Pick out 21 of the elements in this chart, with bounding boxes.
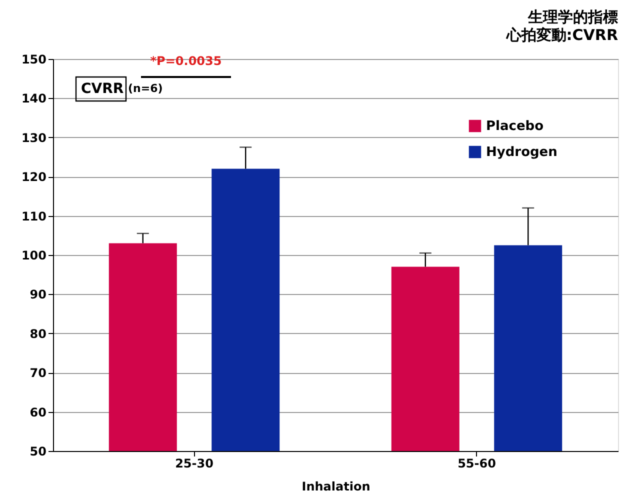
y-tick-label: 130 bbox=[21, 130, 46, 145]
legend-label: Placebo bbox=[486, 119, 544, 134]
x-tick-label: 55-60 bbox=[458, 456, 496, 470]
annotation: *P=0.0035 bbox=[150, 54, 222, 68]
y-tick-label: 150 bbox=[21, 52, 46, 66]
y-tick-label: 120 bbox=[21, 170, 46, 184]
x-tick-label: 25-30 bbox=[175, 456, 214, 470]
x-axis-title: Inhalation bbox=[302, 480, 370, 494]
y-tick-label: 140 bbox=[21, 92, 46, 106]
y-tick-label: 70 bbox=[30, 366, 46, 380]
y-tick-label: 50 bbox=[30, 444, 46, 458]
y-tick-label: 90 bbox=[30, 288, 46, 302]
annotation: CVRR bbox=[81, 81, 124, 97]
chart-subtitle: 心拍変動:CVRR bbox=[505, 26, 618, 44]
y-tick-label: 80 bbox=[30, 326, 46, 341]
y-tick-label: 100 bbox=[21, 248, 46, 262]
annotation: (n=6) bbox=[128, 82, 163, 95]
legend-label: Hydrogen bbox=[486, 145, 558, 160]
y-tick-label: 110 bbox=[21, 209, 46, 224]
y-tick-label: 60 bbox=[30, 405, 46, 420]
chart-title: 生理学的指標 bbox=[527, 8, 618, 26]
